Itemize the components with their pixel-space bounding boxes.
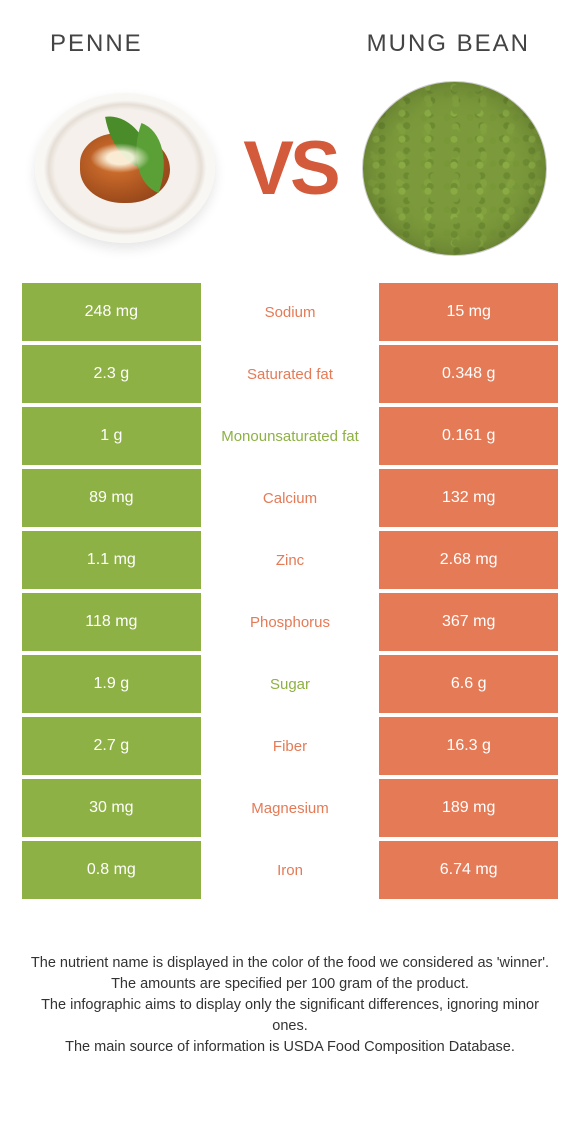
nutrient-label: Fiber (201, 717, 380, 775)
value-right: 2.68 mg (379, 531, 558, 589)
vs-label: VS (243, 125, 336, 212)
nutrient-label: Zinc (201, 531, 380, 589)
food-right-image (360, 78, 550, 258)
value-right: 6.74 mg (379, 841, 558, 899)
value-left: 1.9 g (22, 655, 201, 713)
value-left: 2.3 g (22, 345, 201, 403)
nutrient-label: Sodium (201, 283, 380, 341)
table-row: 118 mgPhosphorus367 mg (22, 593, 558, 651)
nutrient-label: Saturated fat (201, 345, 380, 403)
value-left: 30 mg (22, 779, 201, 837)
food-left-title: PENNE (50, 30, 143, 58)
value-left: 2.7 g (22, 717, 201, 775)
table-row: 1.1 mgZinc2.68 mg (22, 531, 558, 589)
table-row: 1.9 gSugar6.6 g (22, 655, 558, 713)
food-right-title: MUNG BEAN (367, 30, 530, 58)
value-left: 89 mg (22, 469, 201, 527)
penne-plate-icon (35, 93, 215, 243)
value-left: 0.8 mg (22, 841, 201, 899)
footer-line: The nutrient name is displayed in the co… (28, 953, 552, 974)
value-left: 118 mg (22, 593, 201, 651)
value-right: 367 mg (379, 593, 558, 651)
nutrient-label: Monounsaturated fat (201, 407, 380, 465)
value-right: 132 mg (379, 469, 558, 527)
footer-line: The main source of information is USDA F… (28, 1037, 552, 1058)
value-left: 1.1 mg (22, 531, 201, 589)
table-row: 89 mgCalcium132 mg (22, 469, 558, 527)
comparison-table: 248 mgSodium15 mg2.3 gSaturated fat0.348… (0, 283, 580, 899)
table-row: 2.3 gSaturated fat0.348 g (22, 345, 558, 403)
footer-line: The amounts are specified per 100 gram o… (28, 974, 552, 995)
table-row: 248 mgSodium15 mg (22, 283, 558, 341)
table-row: 2.7 gFiber16.3 g (22, 717, 558, 775)
nutrient-label: Phosphorus (201, 593, 380, 651)
table-row: 30 mgMagnesium189 mg (22, 779, 558, 837)
nutrient-label: Magnesium (201, 779, 380, 837)
table-row: 1 gMonounsaturated fat0.161 g (22, 407, 558, 465)
nutrient-label: Iron (201, 841, 380, 899)
footer-notes: The nutrient name is displayed in the co… (0, 903, 580, 1058)
footer-line: The infographic aims to display only the… (28, 995, 552, 1037)
header: PENNE MUNG BEAN (0, 0, 580, 68)
value-right: 0.161 g (379, 407, 558, 465)
value-right: 189 mg (379, 779, 558, 837)
value-left: 1 g (22, 407, 201, 465)
food-left-image (30, 78, 220, 258)
value-right: 6.6 g (379, 655, 558, 713)
hero-row: VS (0, 68, 580, 283)
nutrient-label: Sugar (201, 655, 380, 713)
value-left: 248 mg (22, 283, 201, 341)
table-row: 0.8 mgIron6.74 mg (22, 841, 558, 899)
nutrient-label: Calcium (201, 469, 380, 527)
value-right: 16.3 g (379, 717, 558, 775)
mung-bean-icon (362, 81, 547, 256)
value-right: 0.348 g (379, 345, 558, 403)
value-right: 15 mg (379, 283, 558, 341)
